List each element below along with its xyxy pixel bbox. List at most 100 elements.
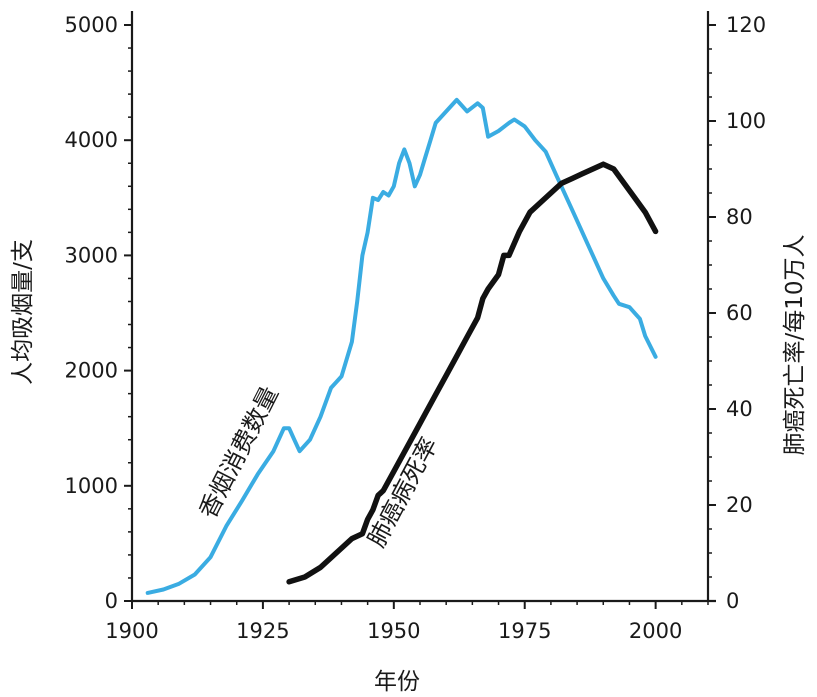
x-tick-label: 1975 [498,619,551,643]
lung-cancer-death-rate-point [434,393,438,397]
cigarette-consumption-point [240,499,244,503]
lung-cancer-death-rate-point [622,181,626,185]
cigarette-consumption-point [146,591,150,595]
cigarette-consumption-point [586,242,590,246]
lung-cancer-death-rate-point [392,469,396,473]
left-tick-label: 0 [105,589,118,613]
cigarette-consumption-point [444,109,448,113]
lung-cancer-death-rate-point [371,508,375,512]
cigarette-consumption-point [360,253,364,257]
lung-cancer-death-rate-point [486,287,490,291]
lung-cancer-death-rate-point [366,517,370,521]
cigarette-consumption-point [287,426,291,430]
cigarette-consumption-point [329,386,333,390]
cigarette-consumption-point [271,449,275,453]
lung-cancer-death-rate-point [303,575,307,579]
cigarette-consumption-point [554,173,558,177]
lung-cancer-death-rate-point [570,177,574,181]
x-tick-label: 2000 [629,619,682,643]
right-tick-label: 100 [726,109,766,133]
x-axis: 1900 1925 1950 1975 2000 [105,599,716,643]
cigarette-consumption-point [612,294,616,298]
cigarette-consumption-point [523,124,527,128]
right-tick-label: 20 [726,493,753,517]
lung-cancer-death-rate-point [643,210,647,214]
cigarette-consumption-point [381,190,385,194]
cigarette-consumption-point [481,106,485,110]
cigarette-consumption-point [408,161,412,165]
cigarette-consumption-point [455,98,459,102]
left-tick-label: 1000 [65,474,118,498]
lung-cancer-death-rate-point [319,565,323,569]
cigarette-consumption-point [486,135,490,139]
lung-cancer-death-rate-point [444,373,448,377]
lung-cancer-death-rate-point [334,551,338,555]
cigarette-consumption-point [460,104,464,108]
left-tick-label: 3000 [65,243,118,267]
x-tick-label: 1900 [105,619,158,643]
lung-cancer-death-rate-line [286,161,659,585]
cigarette-consumption-point [340,374,344,378]
right-y-axis-title: 肺癌死亡率/每10万人 [782,234,808,455]
cigarette-consumption-point [418,173,422,177]
cigarette-consumption-point [256,472,260,476]
lung-cancer-death-rate-point [518,229,522,233]
cigarette-consumption-point [434,121,438,125]
cigarette-consumption-point [298,449,302,453]
series-layer [145,97,659,595]
left-tick-label: 5000 [65,13,118,37]
x-tick-label: 1950 [367,619,420,643]
lung-cancer-death-rate-point [455,354,459,358]
cigarette-consumption-point [402,147,406,151]
cigarette-consumption-point [638,317,642,321]
lung-cancer-death-rate-point [559,181,563,185]
cigarette-consumption-point [628,305,632,309]
lung-cancer-death-rate-point [591,167,595,171]
lung-cancer-death-rate-point [507,253,511,257]
lung-cancer-death-rate-point [376,493,380,497]
right-tick-label: 120 [726,13,766,37]
cigarette-consumption-point [350,340,354,344]
left-tick-label: 4000 [65,128,118,152]
lung-cancer-death-rate-point [612,167,616,171]
cigarette-consumption-point [392,184,396,188]
cigarette-consumption-point [193,573,197,577]
lung-cancer-death-rate-point [423,412,427,416]
cigarette-consumption-point [423,156,427,160]
right-tick-label: 0 [726,589,739,613]
left-y-axis-title: 人均吸烟量/支 [10,239,36,385]
cigarette-consumption-point [366,230,370,234]
lung-cancer-death-rate-point [580,172,584,176]
right-tick-label: 60 [726,301,753,325]
lung-cancer-death-rate-point [381,489,385,493]
cigarette-consumption-line [145,97,658,595]
lung-cancer-death-rate-point [287,580,291,584]
lung-cancer-death-rate-point [476,316,480,320]
cigarette-consumption-point [512,118,516,122]
lung-cancer-death-rate-point [633,196,637,200]
cigarette-consumption-point [617,302,621,306]
cigarette-consumption-point [161,588,165,592]
cigarette-consumption-point [224,524,228,528]
right-y-axis: 0 20 40 60 80 100 120 [706,11,766,613]
cigarette-consumption-point [544,150,548,154]
cigarette-consumption-point [643,334,647,338]
cigarette-consumption-point [601,276,605,280]
cigarette-consumption-point [533,138,537,142]
lung-cancer-death-rate-point [502,253,506,257]
lung-cancer-death-rate-point [528,210,532,214]
left-tick-label: 2000 [65,359,118,383]
cigarette-consumption-point [319,415,323,419]
lung-cancer-death-rate-point [601,162,605,166]
cigarette-consumption-point [177,582,181,586]
cigarette-consumption-point [413,184,417,188]
cigarette-consumption-point [282,426,286,430]
cigarette-consumption-point [308,438,312,442]
lung-cancer-death-rate-point [465,335,469,339]
cigarette-consumption-point [397,161,401,165]
lung-cancer-death-rate-point [538,201,542,205]
cigarette-consumption-point [465,109,469,113]
x-tick-label: 1925 [236,619,289,643]
cigarette-consumption-point [570,207,574,211]
